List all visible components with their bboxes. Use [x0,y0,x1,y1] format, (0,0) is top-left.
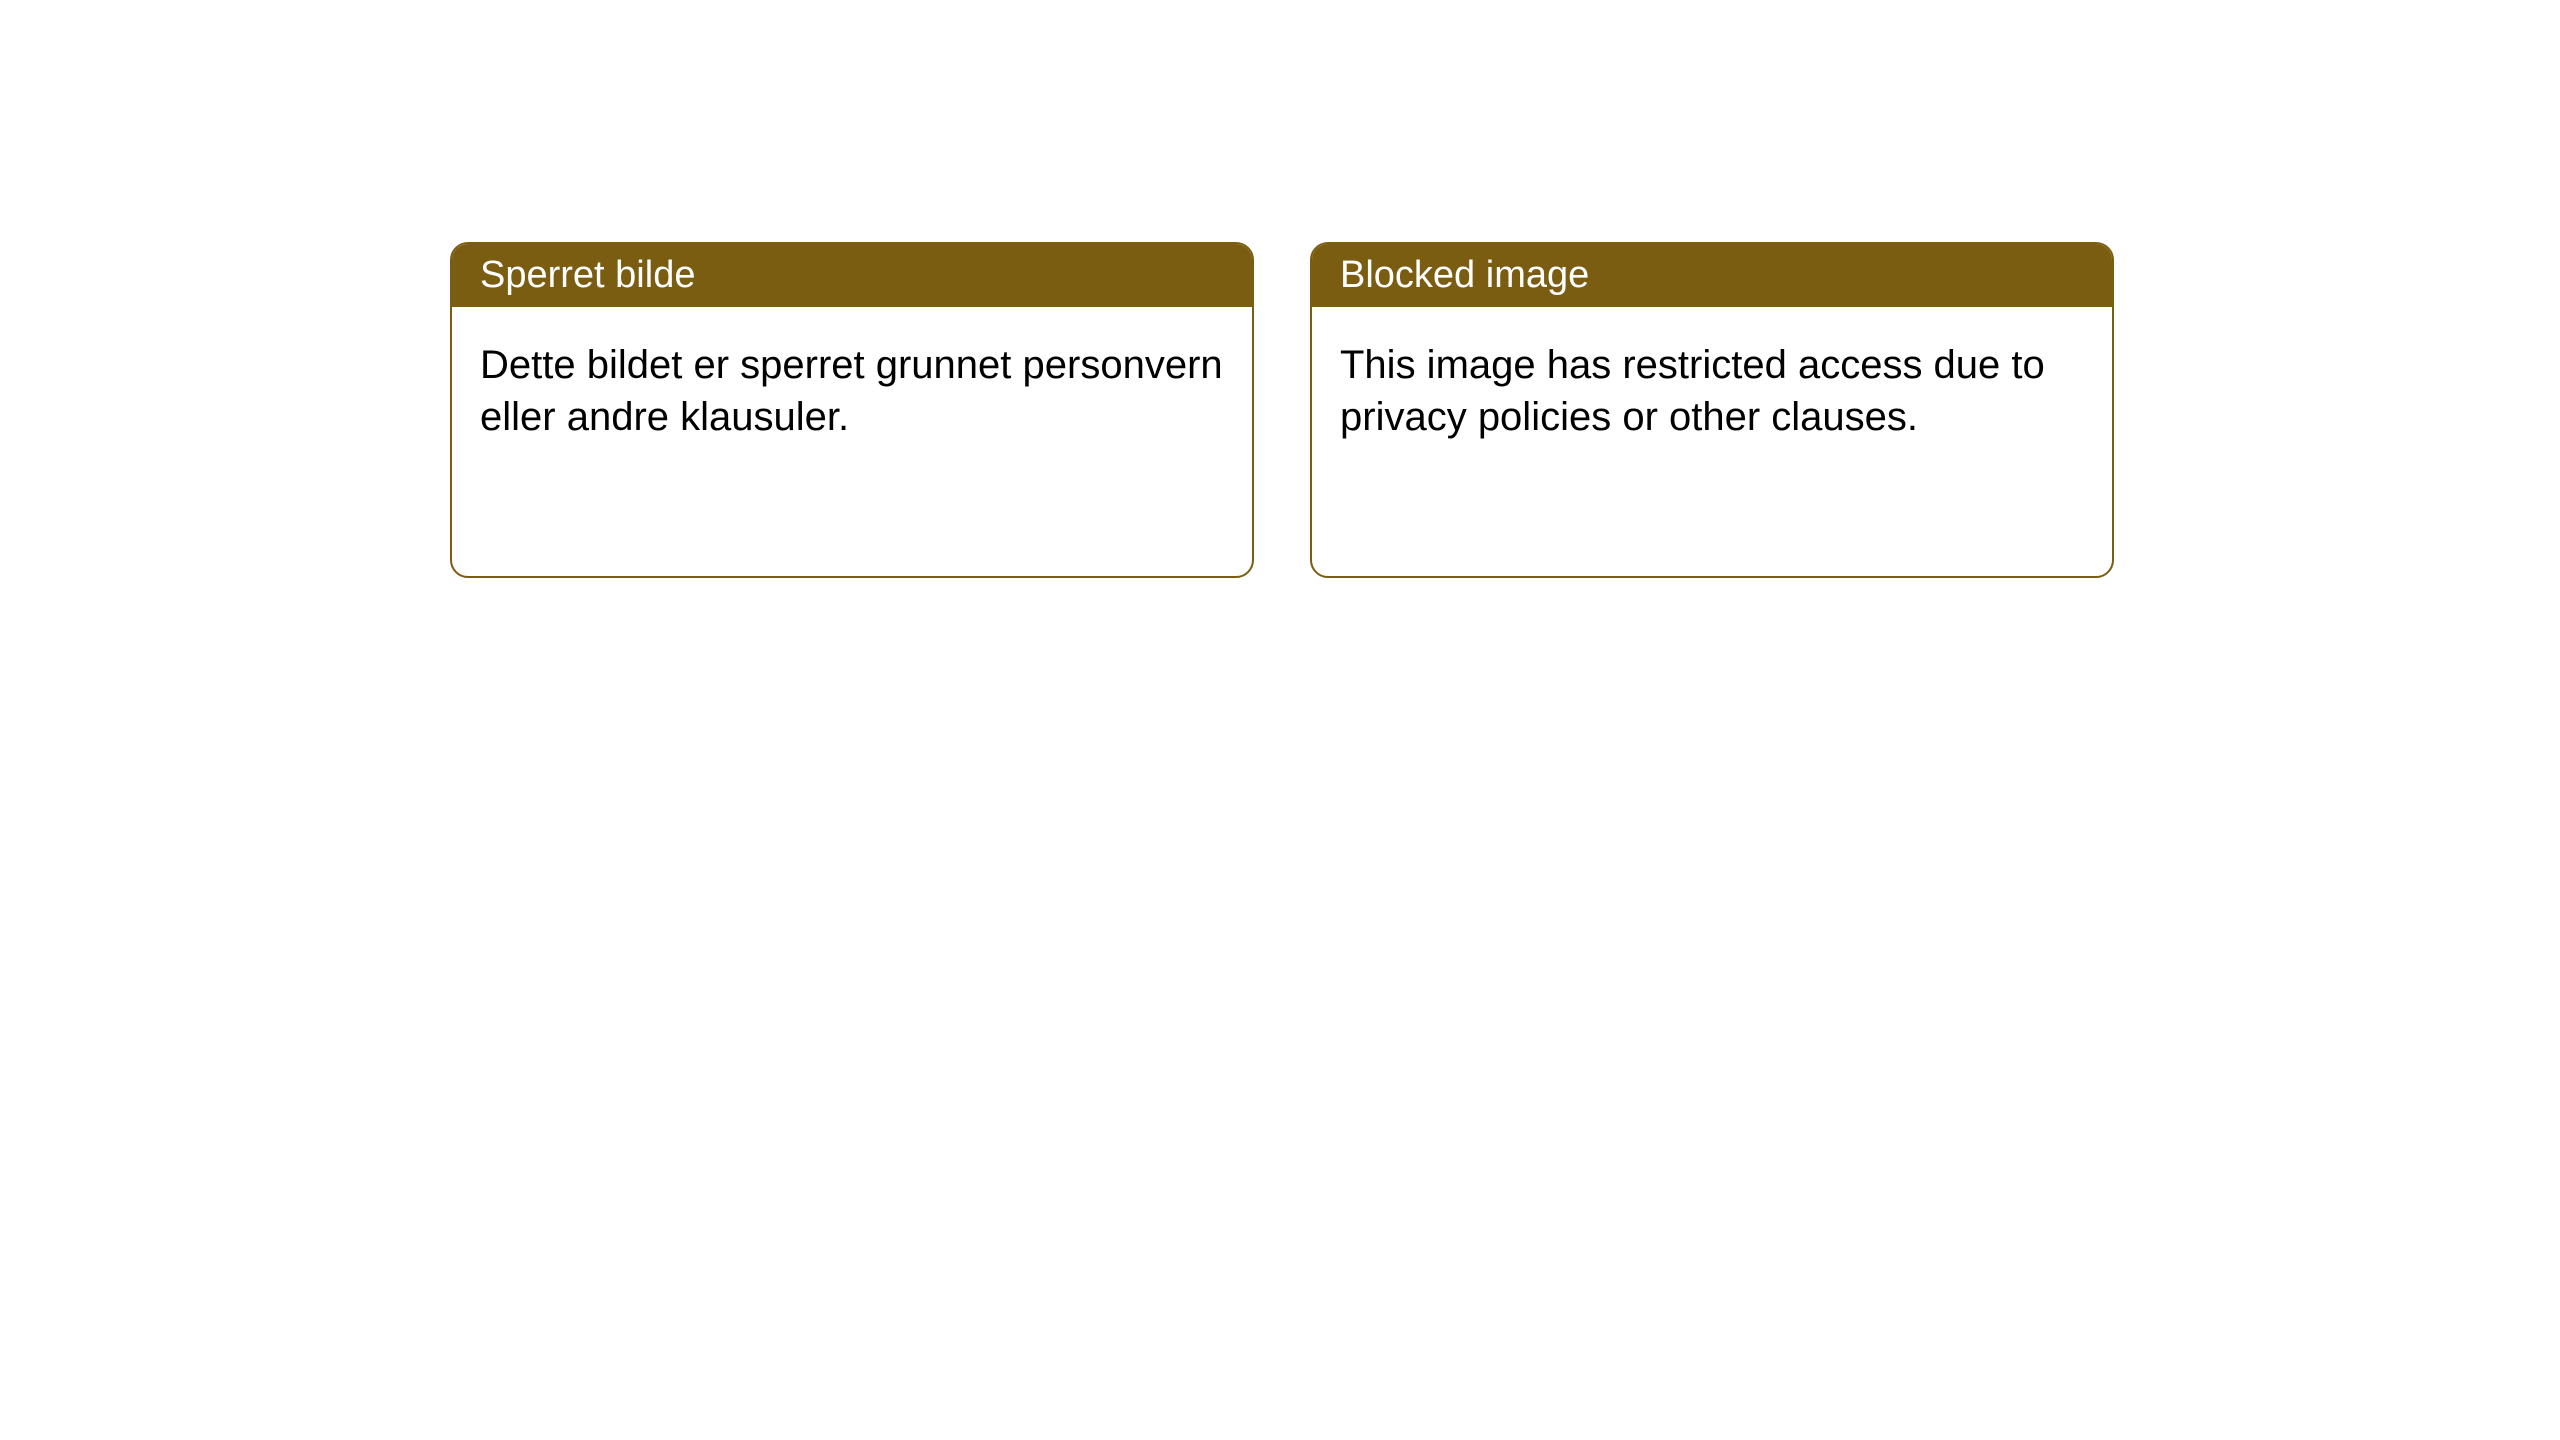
notice-header-norwegian: Sperret bilde [452,244,1252,307]
notice-title-english: Blocked image [1340,254,1589,296]
notice-title-norwegian: Sperret bilde [480,254,695,296]
notice-body-english: This image has restricted access due to … [1312,307,2112,475]
notice-body-norwegian: Dette bildet er sperret grunnet personve… [452,307,1252,475]
notice-header-english: Blocked image [1312,244,2112,307]
notice-container: Sperret bilde Dette bildet er sperret gr… [450,242,2114,578]
notice-message-norwegian: Dette bildet er sperret grunnet personve… [480,343,1223,439]
notice-card-norwegian: Sperret bilde Dette bildet er sperret gr… [450,242,1254,578]
notice-message-english: This image has restricted access due to … [1340,343,2045,439]
notice-card-english: Blocked image This image has restricted … [1310,242,2114,578]
